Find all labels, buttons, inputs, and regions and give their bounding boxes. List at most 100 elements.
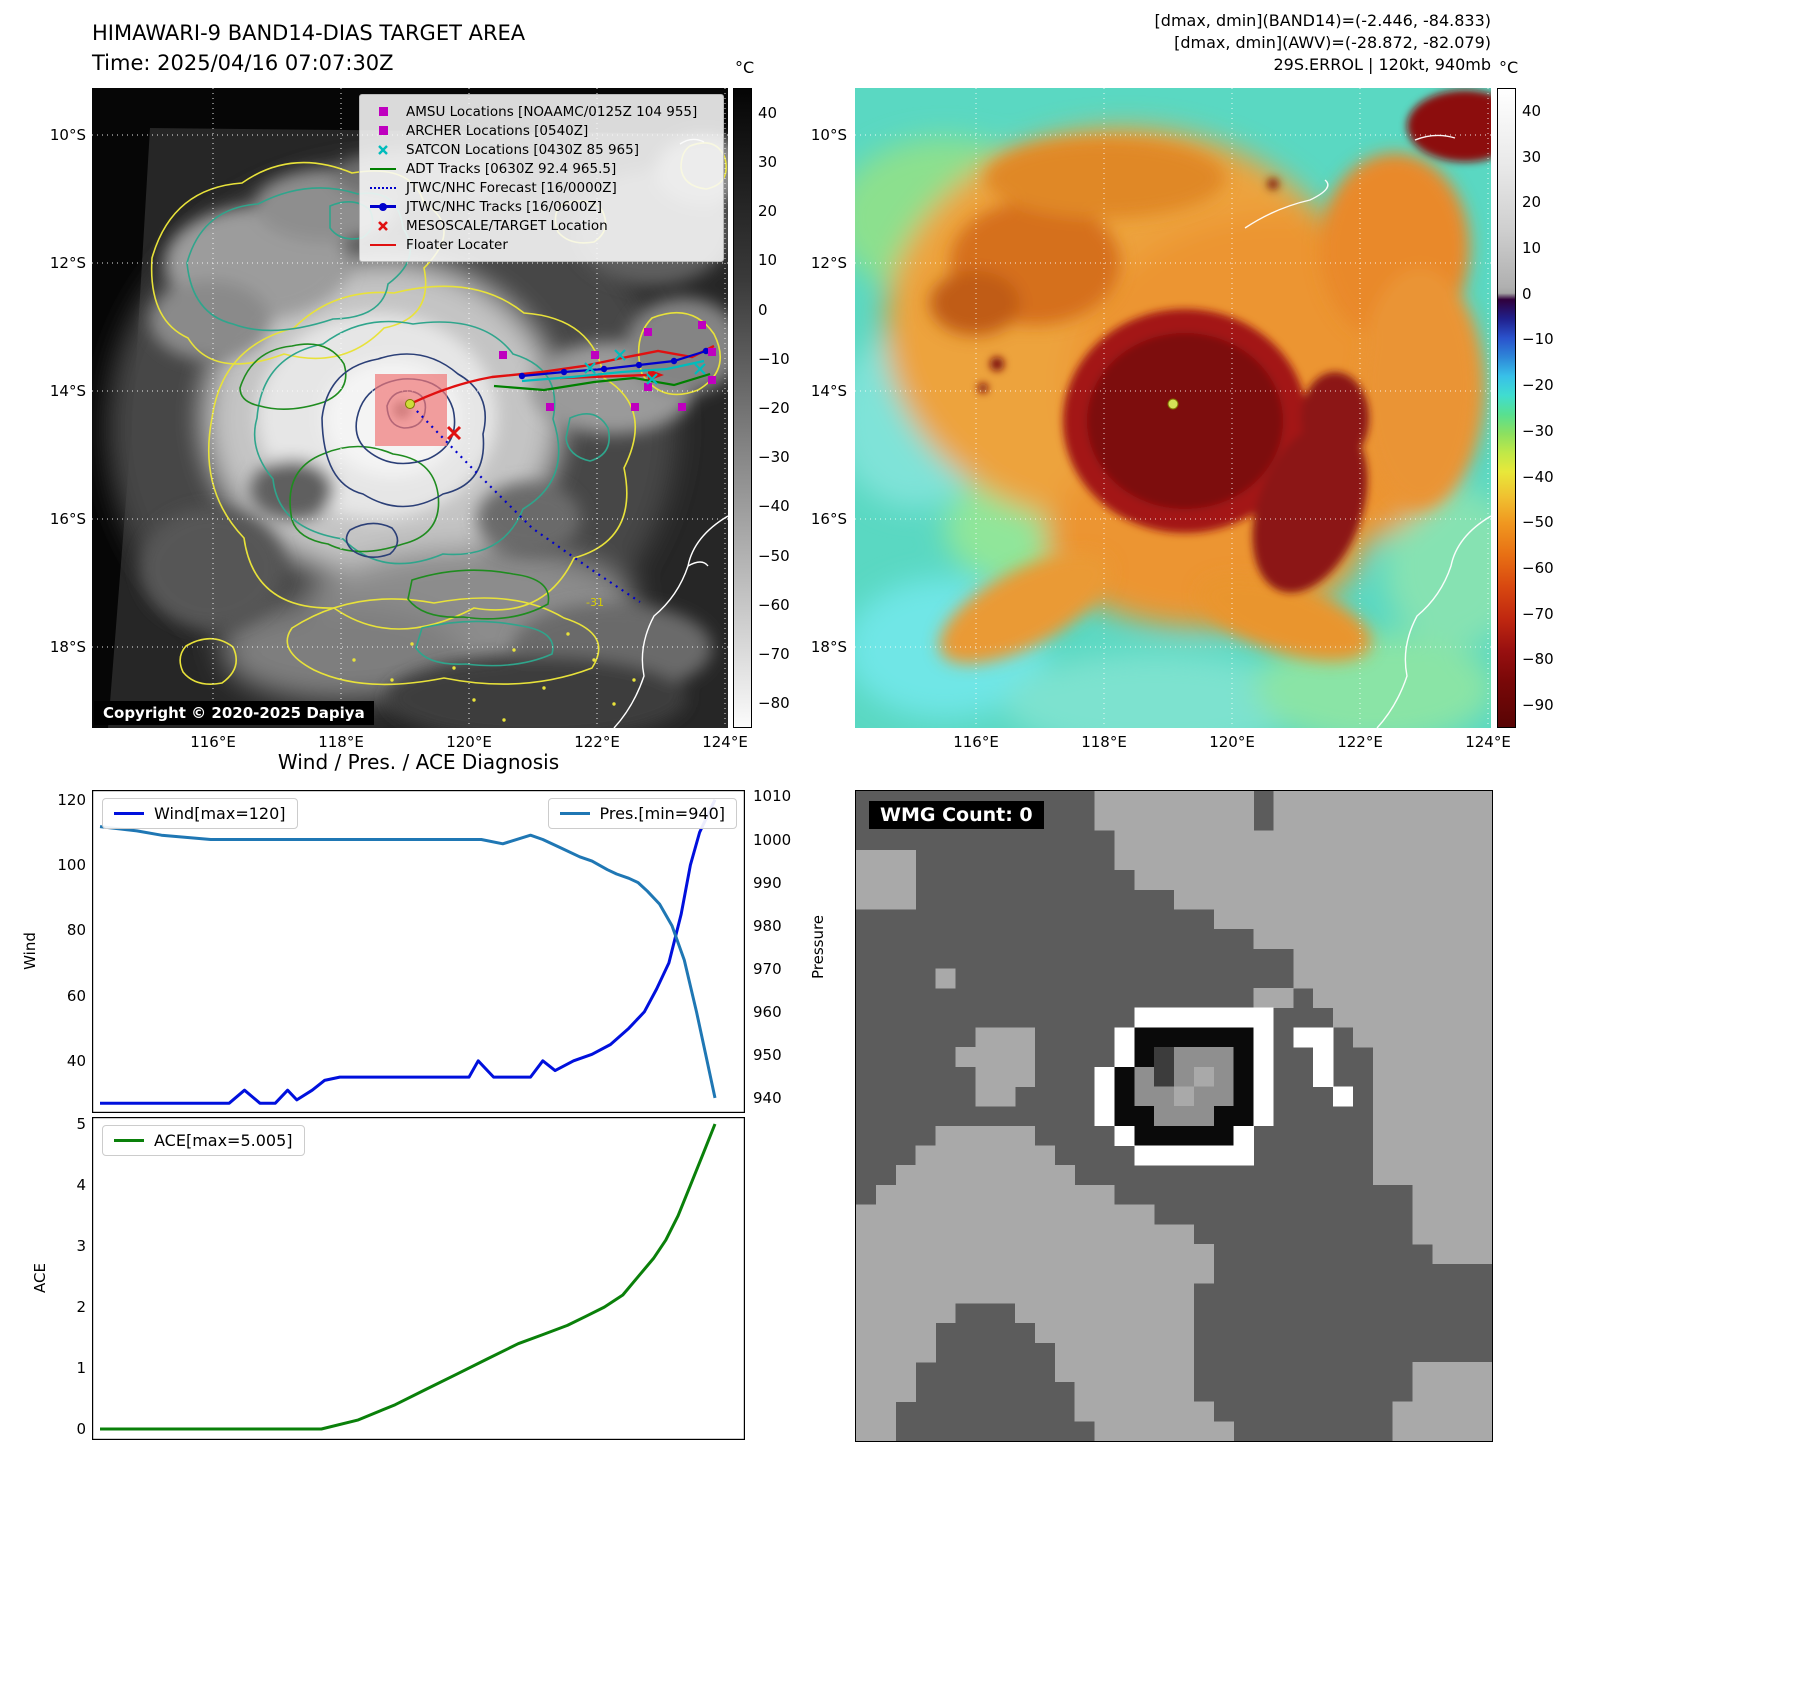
wind-series-line bbox=[100, 799, 717, 1105]
pressure-ytick: 1000 bbox=[753, 830, 792, 849]
wind-ytick: 100 bbox=[57, 856, 86, 875]
band14-colorbar-tick: 40 bbox=[758, 103, 778, 122]
legend-label: JTWC/NHC Tracks [16/0600Z] bbox=[406, 198, 603, 215]
legend-item-mesoscale: MESOSCALE/TARGET Location bbox=[368, 216, 715, 235]
amsu-square-icon bbox=[368, 107, 398, 116]
band14-colorbar-tick: −50 bbox=[758, 546, 790, 565]
legend-label: ADT Tracks [0630Z 92.4 965.5] bbox=[406, 160, 617, 177]
pressure-ytick: 990 bbox=[753, 873, 782, 892]
awv-colorbar-tick: −50 bbox=[1522, 513, 1554, 532]
graticule-grid bbox=[855, 88, 1491, 728]
mesoscale-target-marker bbox=[446, 425, 462, 441]
satcon-x-icon bbox=[368, 144, 398, 156]
ace-ytick: 1 bbox=[76, 1359, 86, 1378]
pressure-axis-label: Pressure bbox=[809, 914, 827, 980]
awv-lat-label: 16°S bbox=[810, 510, 847, 528]
legend-label: MESOSCALE/TARGET Location bbox=[406, 217, 608, 234]
floater-line-icon bbox=[368, 243, 398, 246]
band14-colorbar-tick: 20 bbox=[758, 202, 778, 221]
band14-colorbar-tick: −40 bbox=[758, 497, 790, 516]
band14-colorbar-tick: −10 bbox=[758, 349, 790, 368]
cold-core bbox=[978, 90, 1491, 593]
ace-legend: ACE[max=5.005] bbox=[102, 1125, 305, 1156]
awv-colorbar-tick: 20 bbox=[1522, 193, 1542, 212]
wind-line-swatch bbox=[114, 812, 144, 815]
awv-colorbar-tick: −60 bbox=[1522, 559, 1554, 577]
awv-lon-label: 116°E bbox=[953, 733, 999, 751]
awv-colorbar-tick: 40 bbox=[1522, 101, 1542, 120]
wmg-pixel-image bbox=[856, 791, 1492, 1441]
adt-track bbox=[493, 372, 711, 392]
band14-colorbar-tick: 10 bbox=[758, 251, 778, 270]
ace-ytick: 5 bbox=[76, 1115, 86, 1134]
wind-axis-label: Wind bbox=[21, 932, 39, 970]
legend-item-forecast: JTWC/NHC Forecast [16/0000Z] bbox=[368, 178, 715, 197]
band14-colorbar-unit: °C bbox=[735, 58, 755, 77]
wmg-panel: WMG Count: 0 bbox=[855, 790, 1493, 1442]
target-area-box bbox=[375, 374, 447, 446]
awv-lat-label: 12°S bbox=[810, 254, 847, 272]
legend-item-floater: Floater Locater bbox=[368, 235, 715, 254]
wind-ytick: 80 bbox=[66, 921, 86, 940]
band14-map-panel: AMSU Locations [NOAAMC/0125Z 104 955] AR… bbox=[92, 88, 728, 728]
band14-lat-label: 16°S bbox=[49, 510, 86, 528]
awv-lon-label: 118°E bbox=[1081, 733, 1127, 751]
ace-chart bbox=[92, 1117, 745, 1440]
legend-label: ARCHER Locations [0540Z] bbox=[406, 122, 589, 139]
wind-ytick: 120 bbox=[57, 790, 86, 809]
mesoscale-x-icon bbox=[368, 220, 398, 232]
awv-colorbar-tick: 0 bbox=[1522, 284, 1532, 303]
pressure-legend-label: Pres.[min=940] bbox=[599, 804, 725, 823]
pressure-ytick: 1010 bbox=[753, 787, 792, 806]
wind-ytick: 60 bbox=[66, 986, 86, 1005]
pressure-ytick: 970 bbox=[753, 959, 782, 978]
ace-axis-label: ACE bbox=[31, 1263, 49, 1293]
awv-colorbar-tick: −90 bbox=[1522, 696, 1554, 715]
ace-series-line bbox=[100, 1123, 717, 1431]
band14-title-block: HIMAWARI-9 BAND14-DIAS TARGET AREA Time:… bbox=[92, 18, 525, 78]
band14-colorbar-tick: −80 bbox=[758, 694, 790, 713]
diagnosis-title: Wind / Pres. / ACE Diagnosis bbox=[277, 750, 560, 774]
awv-lat-label: 18°S bbox=[810, 638, 847, 656]
archer-square-icon bbox=[368, 126, 398, 135]
band14-legend: AMSU Locations [NOAAMC/0125Z 104 955] AR… bbox=[359, 94, 724, 262]
awv-colorbar-tick: −10 bbox=[1522, 330, 1554, 349]
adt-line-icon bbox=[368, 167, 398, 170]
awv-warm-bands bbox=[930, 138, 1480, 664]
storm-center-marker bbox=[1167, 398, 1179, 410]
ace-ytick: 0 bbox=[76, 1420, 86, 1439]
legend-item-satcon: SATCON Locations [0430Z 85 965] bbox=[368, 140, 715, 159]
legend-item-archer: ARCHER Locations [0540Z] bbox=[368, 121, 715, 140]
legend-item-adt: ADT Tracks [0630Z 92.4 965.5] bbox=[368, 159, 715, 178]
coastlines bbox=[1244, 134, 1491, 728]
band14-colorbar-tick: 0 bbox=[758, 300, 768, 319]
legend-item-jtwc-track: JTWC/NHC Tracks [16/0600Z] bbox=[368, 197, 715, 216]
awv-colorbar-tick: −20 bbox=[1522, 376, 1554, 395]
band14-colorbar-tick: −30 bbox=[758, 448, 790, 467]
awv-colorbar-tick: 30 bbox=[1522, 147, 1542, 166]
awv-lat-label: 14°S bbox=[810, 382, 847, 400]
wind-legend: Wind[max=120] bbox=[102, 798, 298, 829]
copyright-chip: Copyright © 2020-2025 Dapiya bbox=[94, 701, 374, 725]
awv-satellite-image bbox=[855, 88, 1491, 728]
awv-colorbar-tick: −80 bbox=[1522, 650, 1554, 669]
awv-colorbar bbox=[1497, 88, 1516, 728]
wind-pressure-chart bbox=[92, 790, 745, 1113]
band14-colorbar-tick: −60 bbox=[758, 595, 790, 614]
jtwc-track bbox=[518, 347, 710, 380]
band14-colorbar bbox=[733, 88, 752, 728]
band14-title: HIMAWARI-9 BAND14-DIAS TARGET AREA bbox=[92, 21, 526, 45]
awv-colorbar-tick: −40 bbox=[1522, 467, 1554, 486]
band14-lon-label: 118°E bbox=[318, 733, 364, 751]
pressure-ytick: 980 bbox=[753, 916, 782, 935]
awv-lon-label: 122°E bbox=[1337, 733, 1383, 751]
band14-lon-label: 116°E bbox=[190, 733, 236, 751]
pressure-ytick: 940 bbox=[753, 1088, 782, 1107]
ace-ytick: 3 bbox=[76, 1237, 86, 1256]
awv-colorbar-tick: −70 bbox=[1522, 604, 1554, 623]
pressure-line-swatch bbox=[559, 812, 590, 815]
ace-ytick: 4 bbox=[76, 1176, 86, 1195]
band14-lon-label: 122°E bbox=[574, 733, 620, 751]
band14-lat-label: 14°S bbox=[49, 382, 86, 400]
